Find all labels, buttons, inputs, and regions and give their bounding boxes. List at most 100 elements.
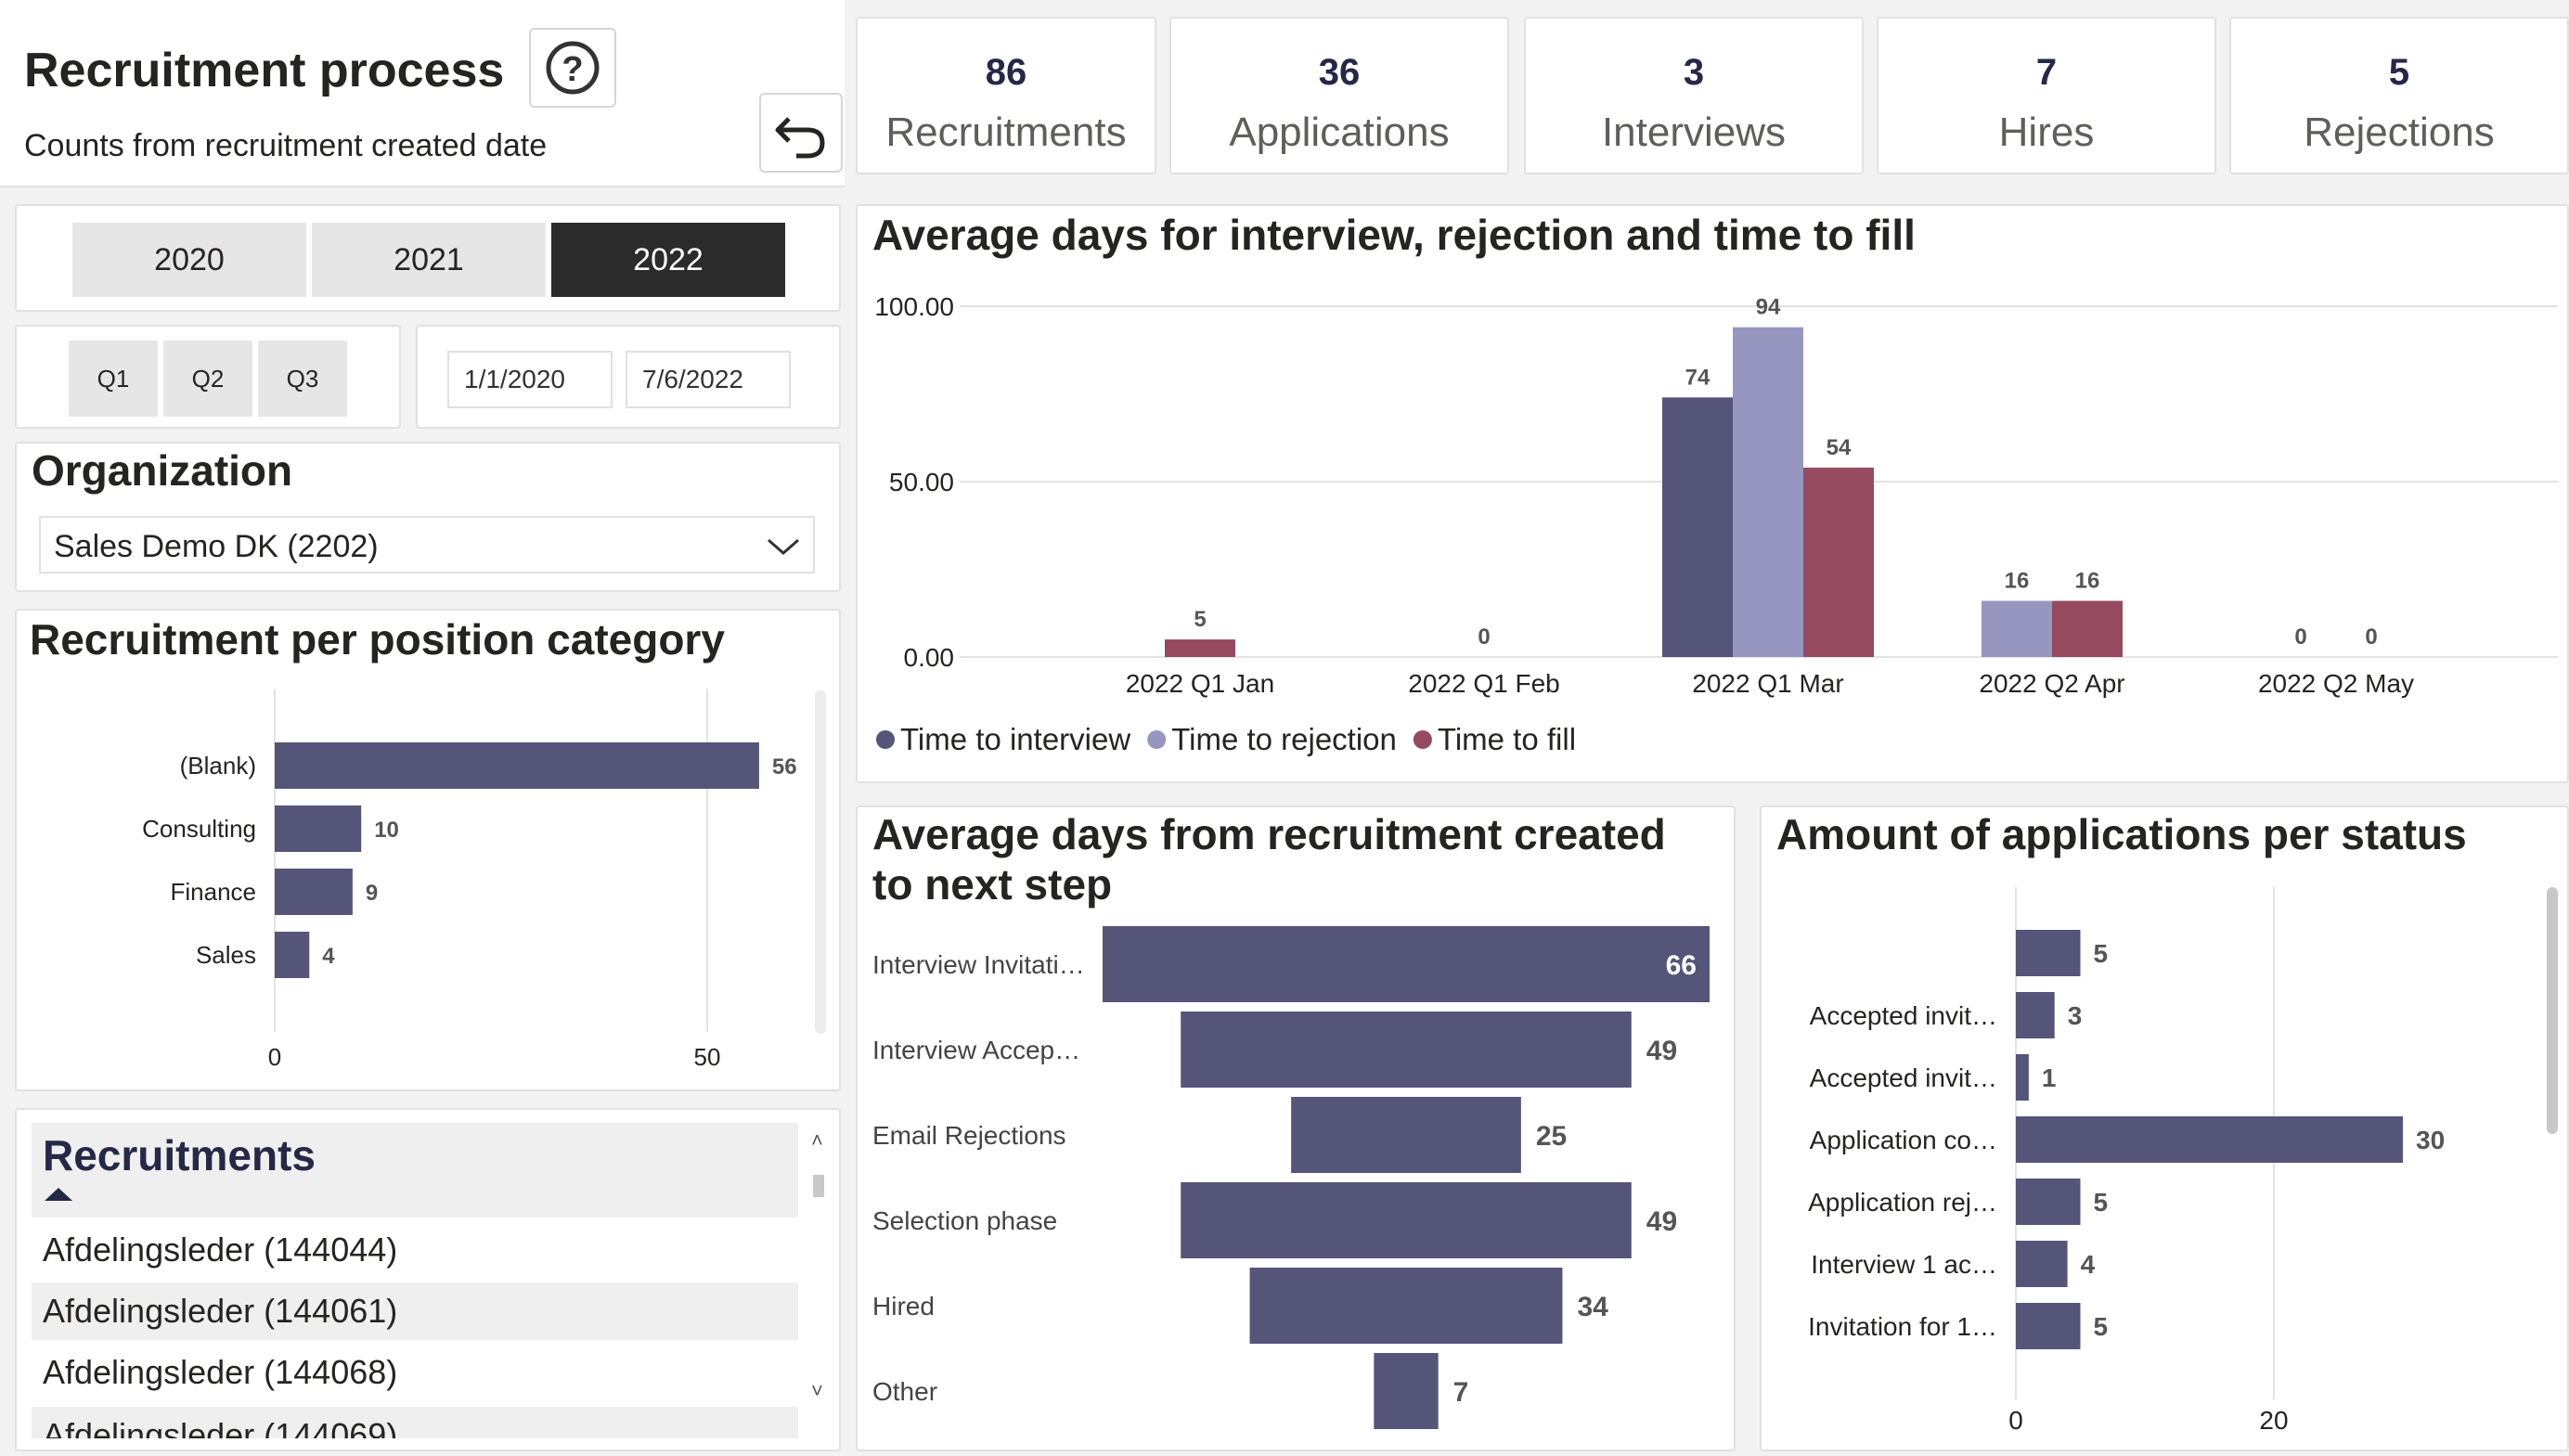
date-start-input[interactable]: 1/1/2020 xyxy=(447,351,613,408)
data-label: 3 xyxy=(2068,1001,2083,1030)
data-label: 5 xyxy=(2094,939,2109,968)
data-label: 0 xyxy=(1478,625,1490,650)
category-label: Invitation for 1… xyxy=(1808,1312,1997,1341)
kpi-value: 86 xyxy=(985,52,1027,93)
legend-marker xyxy=(876,730,895,749)
kpi-value: 36 xyxy=(1318,52,1361,93)
category-label: Hired xyxy=(872,1292,935,1321)
kpi-card-interviews: 3 Interviews xyxy=(1524,17,1864,174)
bar xyxy=(275,932,310,978)
funnel-bar xyxy=(1291,1097,1521,1173)
list-item[interactable]: Afdelingsleder (144044) xyxy=(43,1231,398,1269)
list-item[interactable]: Afdelingsleder (144069) xyxy=(32,1407,798,1438)
data-label: 34 xyxy=(1577,1292,1608,1322)
quarter-button-q3[interactable]: Q3 xyxy=(258,341,347,417)
category-label: Sales xyxy=(196,941,256,969)
funnel-bar xyxy=(1181,1182,1632,1258)
bar xyxy=(2016,1054,2029,1101)
funnel-bar xyxy=(1181,1011,1632,1088)
data-label: 10 xyxy=(374,818,399,843)
data-label: 56 xyxy=(772,754,797,780)
help-button[interactable]: ? xyxy=(529,28,616,108)
app-status-title: Amount of applications per status xyxy=(1776,810,2467,858)
bar xyxy=(275,805,362,852)
x-tick-label: 50 xyxy=(694,1043,721,1071)
bar-time-to-fill xyxy=(1803,467,1874,657)
bar xyxy=(2016,992,2055,1038)
data-label: 16 xyxy=(2005,569,2030,594)
scroll-thumb[interactable] xyxy=(813,1175,824,1197)
kpi-label: Recruitments xyxy=(885,110,1127,155)
x-tick-label: 2022 Q1 Mar xyxy=(1692,669,1843,698)
data-label: 4 xyxy=(322,944,335,969)
legend-marker xyxy=(1147,730,1167,749)
bar-time-to-fill xyxy=(2052,600,2123,657)
kpi-label: Interviews xyxy=(1601,110,1787,155)
list-item[interactable]: Afdelingsleder (144068) xyxy=(43,1353,398,1391)
list-scrollbar[interactable]: ˄ ˅ xyxy=(809,1128,832,1407)
category-label: Application rej… xyxy=(1808,1188,1997,1217)
bar-time-to-interview xyxy=(1662,397,1733,657)
quarter-button-q2[interactable]: Q2 xyxy=(163,341,252,417)
data-label: 5 xyxy=(2094,1188,2109,1217)
app-status-scrollbar[interactable] xyxy=(2547,887,2558,1134)
category-label: Application co… xyxy=(1810,1126,1997,1154)
data-label: 49 xyxy=(1646,1036,1677,1066)
bar xyxy=(2016,1179,2081,1225)
x-tick-label: 0 xyxy=(268,1043,281,1071)
quarter-button-q1[interactable]: Q1 xyxy=(69,341,158,417)
x-tick-label: 20 xyxy=(2259,1406,2288,1435)
data-label: 94 xyxy=(1756,295,1781,320)
category-label: Finance xyxy=(171,878,257,906)
bar-time-to-rejection xyxy=(1733,327,1803,657)
recruitments-list-header[interactable]: Recruitments xyxy=(32,1123,798,1218)
chevron-down-icon xyxy=(768,538,799,555)
avg-days-title: Average days for interview, rejection an… xyxy=(872,211,1916,259)
data-label: 4 xyxy=(2081,1250,2096,1279)
data-label: 30 xyxy=(2416,1126,2445,1154)
bar xyxy=(2016,1303,2081,1349)
bar xyxy=(2016,930,2081,976)
funnel-bar xyxy=(1103,926,1710,1002)
y-tick-label: 50.00 xyxy=(889,468,954,496)
data-label: 0 xyxy=(2365,625,2377,650)
category-label: (Blank) xyxy=(180,752,256,780)
list-item[interactable]: Afdelingsleder (144061) xyxy=(32,1282,798,1340)
data-label: 54 xyxy=(1827,435,1852,460)
legend-label: Time to interview xyxy=(900,722,1130,756)
undo-arrow-icon xyxy=(775,117,825,159)
kpi-value: 7 xyxy=(2035,52,2058,93)
x-tick-label: 0 xyxy=(2008,1406,2023,1435)
category-label: Other xyxy=(872,1377,937,1406)
data-label: 16 xyxy=(2075,569,2100,594)
scroll-down-icon[interactable]: ˅ xyxy=(811,1379,823,1402)
funnel-bar xyxy=(1249,1268,1563,1344)
bar xyxy=(275,869,353,915)
next-step-chart: Interview Invitati… 66 Interview Accep… 49 E… xyxy=(872,926,1710,1429)
scroll-up-icon[interactable]: ˄ xyxy=(811,1128,823,1152)
kpi-label: Rejections xyxy=(2304,110,2495,155)
date-end-input[interactable]: 7/6/2022 xyxy=(626,351,791,408)
svg-text:?: ? xyxy=(562,50,583,89)
year-button-2022[interactable]: 2022 xyxy=(551,223,785,297)
category-label: Selection phase xyxy=(872,1206,1057,1235)
bar xyxy=(275,742,759,789)
list-overflow-clip: Afdelingsleder (144069) xyxy=(32,1407,798,1438)
organization-selected-value: Sales Demo DK (2202) xyxy=(54,529,379,564)
back-button[interactable] xyxy=(759,93,843,173)
organization-dropdown[interactable]: Sales Demo DK (2202) xyxy=(39,516,815,573)
kpi-card-rejections: 5 Rejections xyxy=(2229,17,2569,174)
category-label: Email Rejections xyxy=(872,1121,1066,1150)
x-tick-label: 2022 Q2 Apr xyxy=(1979,669,2124,698)
year-button-2020[interactable]: 2020 xyxy=(72,223,306,297)
position-category-chart: 0 50 (Blank) 56 Consulting 10 Finance 9 Sales 4 xyxy=(142,689,797,1071)
year-button-2021[interactable]: 2021 xyxy=(312,223,546,297)
scrollbar-track[interactable] xyxy=(815,690,826,1034)
category-label: Accepted invit… xyxy=(1810,1063,1997,1092)
category-label: Accepted invit… xyxy=(1810,1001,1997,1030)
kpi-label: Applications xyxy=(1229,110,1450,155)
category-label: Interview 1 ac… xyxy=(1811,1250,1997,1279)
kpi-card-hires: 7 Hires xyxy=(1877,17,2216,174)
data-label: 49 xyxy=(1646,1206,1677,1237)
